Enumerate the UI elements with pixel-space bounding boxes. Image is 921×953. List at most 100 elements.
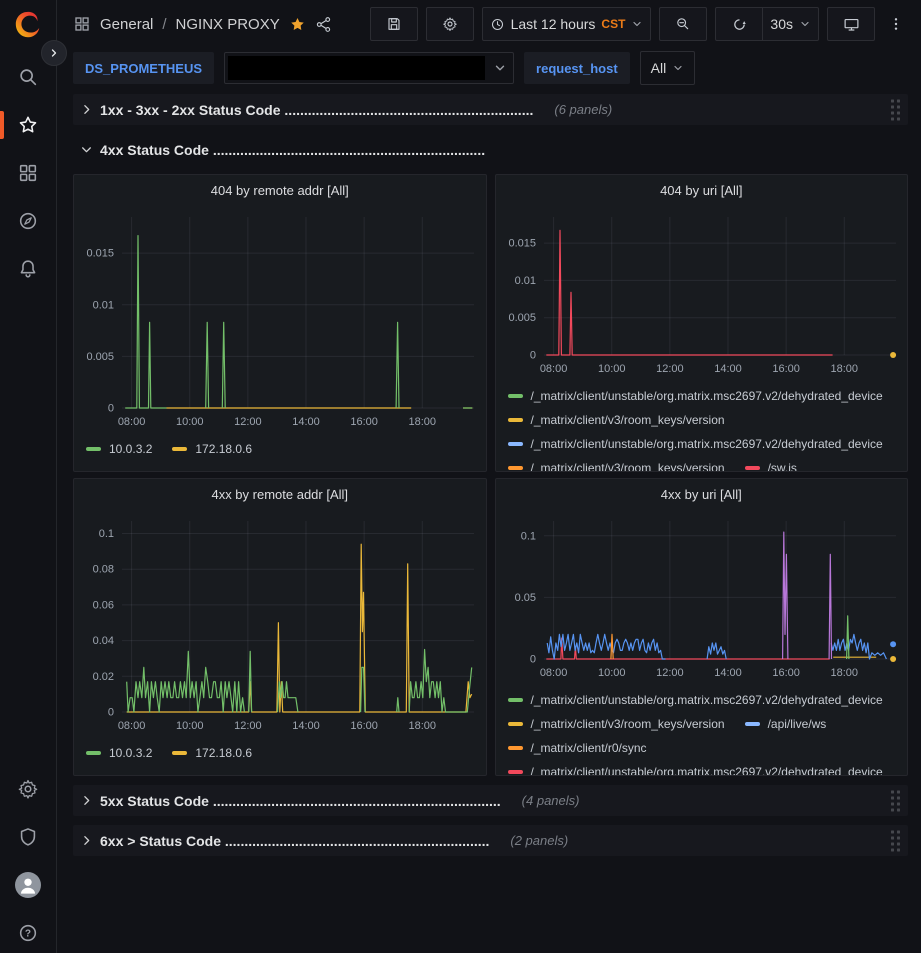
star-icon xyxy=(19,116,37,133)
tv-mode-button[interactable] xyxy=(827,7,875,41)
sidebar-item-starred[interactable] xyxy=(0,111,56,139)
panel-legend: 10.0.3.2 172.18.0.6 xyxy=(74,734,486,765)
sidebar-item-help[interactable]: ? xyxy=(0,922,56,944)
legend-swatch xyxy=(507,442,523,446)
sidebar-item-explore[interactable] xyxy=(0,210,56,232)
apps-icon xyxy=(75,17,89,31)
row-drag-handle[interactable] xyxy=(891,790,900,811)
legend-item[interactable]: /_matrix/client/r0/sync xyxy=(507,741,647,755)
gear-icon xyxy=(18,779,38,799)
legend-label: /_matrix/client/r0/sync xyxy=(530,741,647,755)
save-dashboard-button[interactable] xyxy=(369,7,418,41)
panel-title[interactable]: 4xx by remote addr [All] xyxy=(211,486,349,502)
more-options-button[interactable] xyxy=(883,8,909,40)
timeseries-chart[interactable]: 08:00 10:00 12:00 14:00 16:00 18:00 0 0.05 0.1 xyxy=(500,509,904,681)
panel-title[interactable]: 404 by remote addr [All] xyxy=(210,182,349,198)
legend-swatch xyxy=(507,770,523,774)
legend-item[interactable]: /_matrix/client/v3/room_keys/version xyxy=(507,461,725,471)
svg-text:0.02: 0.02 xyxy=(93,671,114,683)
share-icon[interactable] xyxy=(315,16,332,33)
legend-swatch xyxy=(507,722,523,726)
help-icon: ? xyxy=(19,924,37,942)
svg-text:0: 0 xyxy=(529,350,535,362)
svg-text:?: ? xyxy=(25,929,31,940)
timeseries-chart[interactable]: 08:00 10:00 12:00 14:00 16:00 18:00 0 0.005 0.01… xyxy=(78,205,482,430)
legend-swatch xyxy=(507,746,523,750)
gear-icon xyxy=(442,17,457,31)
svg-text:16:00: 16:00 xyxy=(350,720,378,732)
sidebar-item-alerting[interactable] xyxy=(0,258,56,280)
time-zoom-out-button[interactable] xyxy=(659,7,708,41)
chevron-right-icon xyxy=(84,796,90,805)
sidebar-item-server-admin[interactable] xyxy=(0,826,56,848)
legend-item[interactable]: /_matrix/client/v3/room_keys/version xyxy=(507,413,725,427)
svg-text:0.005: 0.005 xyxy=(508,312,536,324)
row-6xx[interactable]: 6xx > Status Code ......................… xyxy=(73,825,908,856)
row-title: 1xx - 3xx - 2xx Status Code xyxy=(100,101,281,118)
svg-text:14:00: 14:00 xyxy=(714,363,742,375)
legend-item[interactable]: 172.18.0.6 xyxy=(172,746,252,760)
legend-item[interactable]: /_matrix/client/v3/room_keys/version xyxy=(507,717,725,731)
panel-title[interactable]: 404 by uri [All] xyxy=(660,182,743,198)
legend-item[interactable]: /_matrix/client/unstable/org.matrix.msc2… xyxy=(507,389,883,403)
svg-text:14:00: 14:00 xyxy=(292,416,320,428)
sidebar-item-profile[interactable] xyxy=(0,872,56,898)
timeseries-chart[interactable]: 08:00 10:00 12:00 14:00 16:00 18:00 0 0.02 0.04 0… xyxy=(78,509,482,734)
svg-text:0.08: 0.08 xyxy=(93,564,114,576)
dashboard-settings-button[interactable] xyxy=(425,7,474,41)
legend-item[interactable]: /api/live/ws xyxy=(744,717,826,731)
svg-text:10:00: 10:00 xyxy=(176,416,204,428)
timeseries-chart[interactable]: 08:00 10:00 12:00 14:00 16:00 18:00 0 0.005 0.01… xyxy=(500,205,904,377)
svg-text:08:00: 08:00 xyxy=(118,720,146,732)
refresh-interval-dropdown[interactable]: 30s xyxy=(763,7,819,41)
breadcrumb: General / NGINX PROXY xyxy=(73,15,332,33)
sidebar: ? xyxy=(0,0,67,953)
svg-text:08:00: 08:00 xyxy=(539,363,567,375)
sidebar-item-search[interactable] xyxy=(0,66,56,88)
zoom-out-icon xyxy=(677,18,689,30)
legend-swatch xyxy=(507,466,523,470)
legend-item[interactable]: 10.0.3.2 xyxy=(86,746,152,760)
svg-text:16:00: 16:00 xyxy=(772,363,800,375)
row-5xx[interactable]: 5xx Status Code ........................… xyxy=(73,785,908,816)
favorite-star-icon[interactable] xyxy=(289,16,306,33)
sidebar-item-dashboards[interactable] xyxy=(0,162,56,184)
time-range-picker[interactable]: Last 12 hours CST xyxy=(481,7,652,41)
row-1xx-3xx-2xx[interactable]: 1xx - 3xx - 2xx Status Code ............… xyxy=(73,94,908,125)
request-host-dropdown[interactable]: All xyxy=(639,51,696,85)
search-icon xyxy=(20,69,37,86)
legend-item[interactable]: /_matrix/client/unstable/org.matrix.msc2… xyxy=(507,437,883,451)
legend-label: /_matrix/client/unstable/org.matrix.msc2… xyxy=(530,389,883,403)
svg-text:18:00: 18:00 xyxy=(830,363,858,375)
panel-legend: 10.0.3.2 172.18.0.6 xyxy=(74,430,486,461)
row-panel-count: (2 panels) xyxy=(510,833,569,848)
chevron-right-icon xyxy=(84,105,90,114)
panel-title[interactable]: 4xx by uri [All] xyxy=(660,486,742,502)
row-drag-handle[interactable] xyxy=(891,99,900,120)
legend-swatch xyxy=(507,394,523,398)
svg-text:0: 0 xyxy=(108,707,114,719)
chevron-right-icon xyxy=(51,49,57,57)
legend-item[interactable]: /_matrix/client/unstable/org.matrix.msc2… xyxy=(507,693,883,707)
legend-item[interactable]: /_matrix/client/unstable/org.matrix.msc2… xyxy=(507,765,883,775)
legend-item[interactable]: /sw.js xyxy=(744,461,797,471)
legend-item[interactable]: 172.18.0.6 xyxy=(172,442,252,456)
active-indicator xyxy=(0,111,4,139)
sidebar-item-configuration[interactable] xyxy=(0,778,56,800)
row-drag-handle[interactable] xyxy=(891,830,900,851)
kebab-icon xyxy=(894,18,898,30)
refresh-button[interactable] xyxy=(715,7,764,41)
timezone-label: CST xyxy=(601,17,626,31)
sidebar-expand-button[interactable] xyxy=(41,40,67,66)
legend-item[interactable]: 10.0.3.2 xyxy=(86,442,152,456)
row-4xx[interactable]: 4xx Status Code ........................… xyxy=(73,134,908,165)
datasource-dropdown[interactable] xyxy=(224,52,515,84)
grafana-logo[interactable] xyxy=(13,10,43,40)
row-panel-count: (4 panels) xyxy=(521,793,580,808)
row-title-dots: ........................................… xyxy=(284,101,534,118)
breadcrumb-section[interactable]: General xyxy=(100,15,154,33)
legend-swatch xyxy=(172,447,188,451)
svg-text:0.06: 0.06 xyxy=(93,599,114,611)
legend-label: 172.18.0.6 xyxy=(195,746,253,760)
dashboard-content: 1xx - 3xx - 2xx Status Code ............… xyxy=(57,88,921,953)
